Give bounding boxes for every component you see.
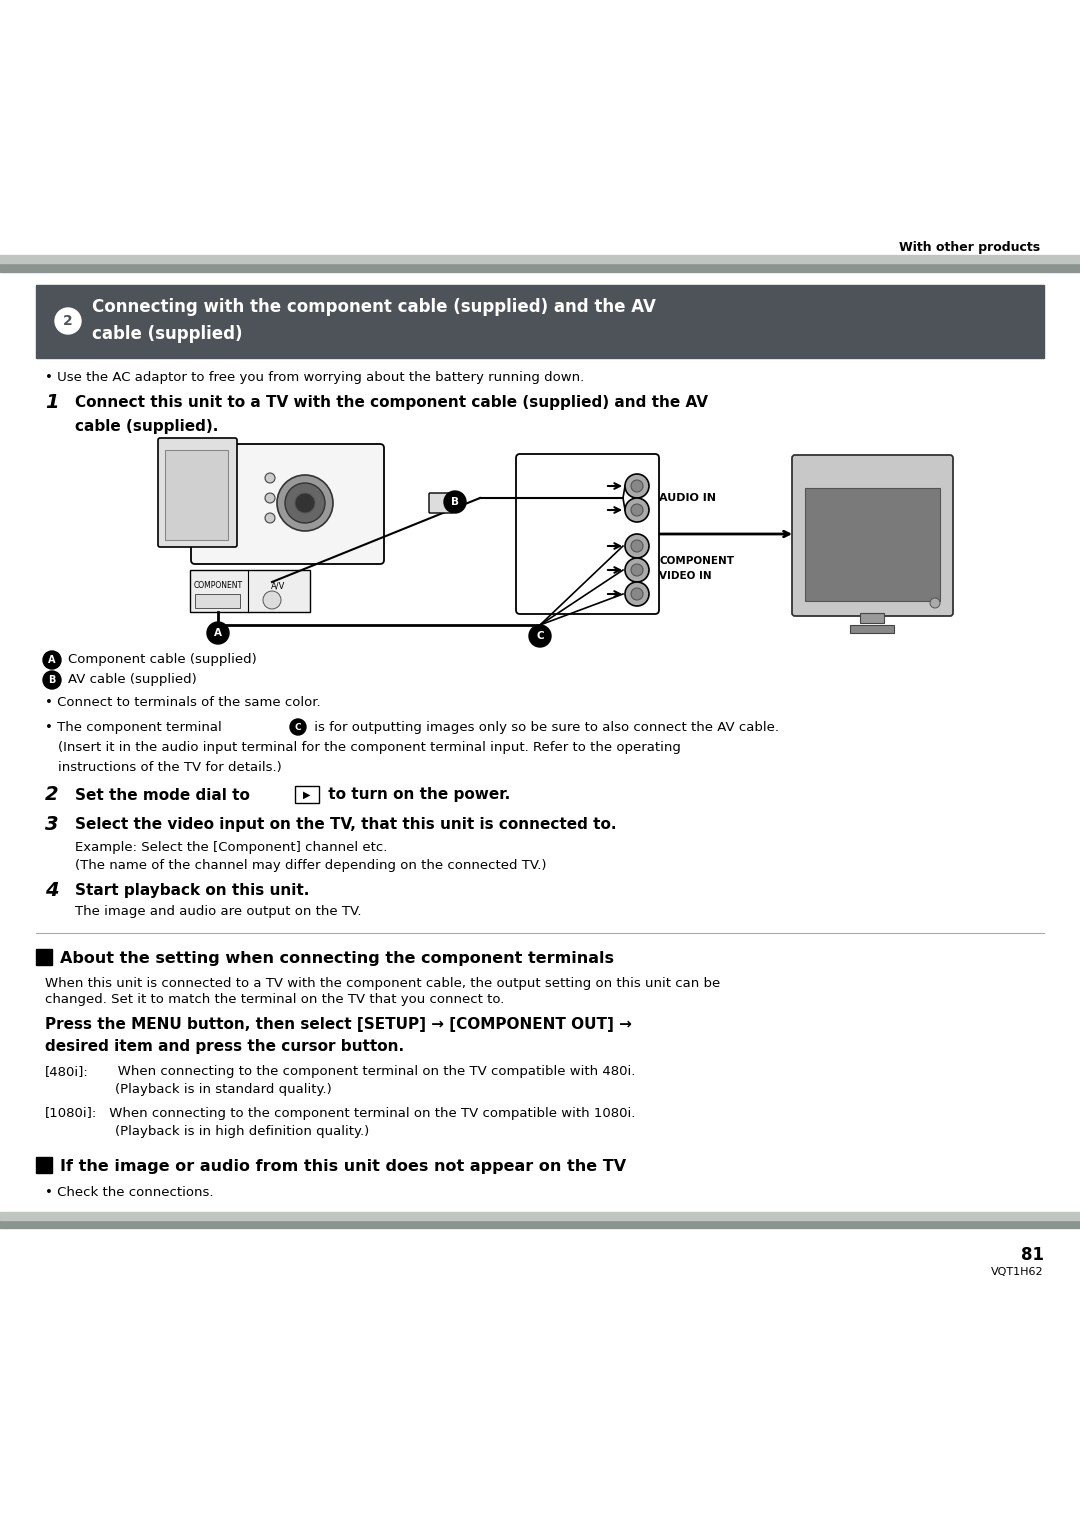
Text: 1: 1 [45,394,58,413]
Text: • Check the connections.: • Check the connections. [45,1186,214,1198]
Circle shape [625,558,649,582]
Text: (Playback is in standard quality.): (Playback is in standard quality.) [114,1083,332,1097]
Circle shape [625,474,649,498]
Text: instructions of the TV for details.): instructions of the TV for details.) [58,761,282,773]
Text: Component cable (supplied): Component cable (supplied) [68,654,257,666]
Text: is for outputting images only so be sure to also connect the AV cable.: is for outputting images only so be sure… [310,721,779,733]
Text: C: C [536,631,544,642]
Bar [36,286,1044,358]
Text: [1080i]:: [1080i]: [45,1106,97,1120]
Text: When connecting to the component terminal on the TV compatible with 480i.: When connecting to the component termina… [105,1065,635,1079]
Text: Connecting with the component cable (supplied) and the AV: Connecting with the component cable (sup… [92,298,656,316]
Text: (Playback is in high definition quality.): (Playback is in high definition quality.… [114,1125,369,1137]
Text: 3: 3 [45,816,58,834]
FancyBboxPatch shape [516,454,659,614]
Text: 2: 2 [63,313,72,329]
Text: VIDEO IN: VIDEO IN [659,571,712,581]
Bar [0,264,1080,272]
Circle shape [631,564,643,576]
Circle shape [265,494,275,503]
Bar [36,949,52,966]
Text: A: A [214,628,222,639]
Bar [195,594,240,608]
Circle shape [295,494,315,513]
Circle shape [276,475,333,532]
FancyBboxPatch shape [158,439,237,547]
Text: [480i]:: [480i]: [45,1065,89,1079]
Text: ▶: ▶ [303,790,311,801]
Bar [36,1157,52,1174]
Bar [0,1219,1080,1229]
Circle shape [43,651,60,669]
Text: changed. Set it to match the terminal on the TV that you connect to.: changed. Set it to match the terminal on… [45,993,504,1007]
Circle shape [631,539,643,552]
Circle shape [529,625,551,646]
Bar [295,785,319,804]
Bar [0,1212,1080,1219]
Text: A: A [49,656,56,665]
Text: Connect this unit to a TV with the component cable (supplied) and the AV: Connect this unit to a TV with the compo… [75,396,708,411]
Text: AV cable (supplied): AV cable (supplied) [68,674,197,686]
Text: • Use the AC adaptor to free you from worrying about the battery running down.: • Use the AC adaptor to free you from wo… [45,371,584,385]
Text: Start playback on this unit.: Start playback on this unit. [75,883,309,898]
Circle shape [207,622,229,643]
Text: Press the MENU button, then select [SETUP] → [COMPONENT OUT] →: Press the MENU button, then select [SETU… [45,1018,632,1033]
Text: If the image or audio from this unit does not appear on the TV: If the image or audio from this unit doe… [60,1158,626,1174]
FancyBboxPatch shape [792,455,953,616]
Text: B: B [49,675,56,685]
Bar [165,451,228,539]
Circle shape [265,513,275,523]
Text: Example: Select the [Component] channel etc.: Example: Select the [Component] channel … [75,840,388,854]
Circle shape [631,504,643,516]
Bar [860,613,885,623]
Bar [850,625,894,633]
Text: cable (supplied).: cable (supplied). [75,420,218,434]
Circle shape [631,588,643,601]
Text: (Insert it in the audio input terminal for the component terminal input. Refer t: (Insert it in the audio input terminal f… [58,741,680,755]
Circle shape [285,483,325,523]
Circle shape [930,597,940,608]
Text: 81: 81 [1021,1245,1044,1264]
Circle shape [444,490,465,513]
FancyBboxPatch shape [429,494,453,513]
Text: • The component terminal: • The component terminal [45,721,226,733]
Text: cable (supplied): cable (supplied) [92,325,243,342]
Text: • Connect to terminals of the same color.: • Connect to terminals of the same color… [45,697,321,709]
Circle shape [631,480,643,492]
Circle shape [625,533,649,558]
FancyBboxPatch shape [191,445,384,564]
Text: Select the video input on the TV, that this unit is connected to.: Select the video input on the TV, that t… [75,817,617,833]
Circle shape [265,474,275,483]
Text: B: B [451,497,459,507]
Circle shape [625,582,649,607]
Text: COMPONENT: COMPONENT [659,556,734,565]
Text: When connecting to the component terminal on the TV compatible with 1080i.: When connecting to the component termina… [105,1106,635,1120]
Text: A/V: A/V [271,582,285,590]
Circle shape [625,498,649,523]
Bar [190,570,310,613]
Text: With other products: With other products [899,241,1040,255]
Circle shape [264,591,281,610]
Text: VQT1H62: VQT1H62 [991,1267,1044,1277]
Circle shape [55,309,81,335]
Text: 2: 2 [45,785,58,805]
Text: The image and audio are output on the TV.: The image and audio are output on the TV… [75,906,362,918]
Circle shape [291,720,306,735]
Circle shape [43,671,60,689]
Text: C: C [295,723,301,732]
Text: About the setting when connecting the component terminals: About the setting when connecting the co… [60,950,615,966]
Text: (The name of the channel may differ depending on the connected TV.): (The name of the channel may differ depe… [75,859,546,871]
Text: to turn on the power.: to turn on the power. [323,787,510,802]
Bar [0,255,1080,263]
Text: COMPONENT: COMPONENT [193,582,243,590]
Text: Set the mode dial to: Set the mode dial to [75,787,255,802]
Text: AUDIO IN: AUDIO IN [659,494,716,503]
Bar [805,487,940,601]
Text: When this unit is connected to a TV with the component cable, the output setting: When this unit is connected to a TV with… [45,976,720,990]
Text: 4: 4 [45,882,58,900]
Text: desired item and press the cursor button.: desired item and press the cursor button… [45,1039,404,1054]
